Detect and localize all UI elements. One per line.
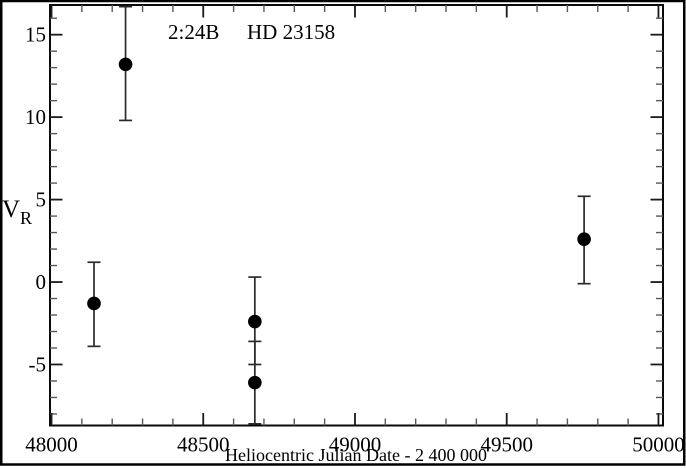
x-axis-label: Heliocentric Julian Date - 2 400 000 bbox=[225, 445, 487, 465]
data-point-group bbox=[118, 5, 133, 122]
y-tick-label: -5 bbox=[29, 352, 47, 376]
data-point-marker bbox=[248, 314, 262, 329]
x-tick-label: 49500 bbox=[480, 433, 533, 457]
x-tick-label: 50000 bbox=[632, 433, 685, 457]
y-tick-label: 15 bbox=[25, 23, 46, 47]
data-point-marker bbox=[577, 232, 591, 246]
data-point-marker bbox=[118, 57, 133, 72]
plot-box bbox=[49, 4, 664, 427]
data-point-marker bbox=[248, 375, 262, 390]
data-point-marker bbox=[87, 296, 101, 311]
x-tick-label: 48000 bbox=[25, 433, 78, 457]
plot-title-id: 2:24B bbox=[168, 20, 219, 44]
y-tick-label: 5 bbox=[36, 188, 47, 212]
data-point-group bbox=[248, 340, 262, 425]
major-ticks bbox=[50, 5, 663, 426]
data-series bbox=[87, 5, 591, 425]
y-axis-label-subscript: R bbox=[20, 208, 32, 228]
y-tick-label: 10 bbox=[25, 105, 46, 129]
data-point-group bbox=[87, 261, 101, 348]
x-tick-label: 48500 bbox=[177, 433, 230, 457]
plot-title-star: HD 23158 bbox=[247, 20, 335, 44]
y-tick-label: 0 bbox=[36, 270, 47, 294]
axis-tick-labels: 48000 48500 49000 49500 50000 -5 0 5 10 15 bbox=[25, 23, 685, 457]
minor-ticks bbox=[50, 5, 663, 426]
x-tick-label: 49000 bbox=[329, 433, 382, 457]
y-axis-label: V bbox=[2, 196, 20, 223]
data-point-group bbox=[577, 195, 591, 285]
